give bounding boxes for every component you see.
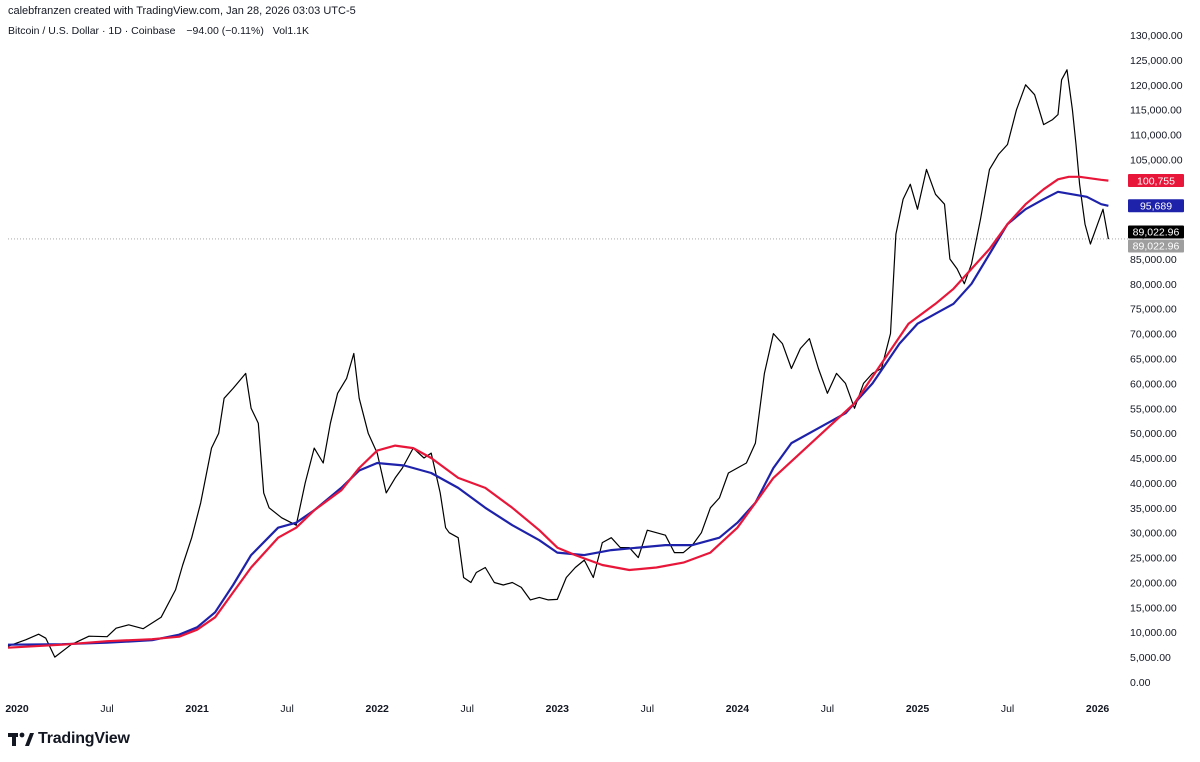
y-tick-label: 5,000.00 <box>1130 652 1171 664</box>
y-tick-label: 35,000.00 <box>1130 503 1177 515</box>
x-tick-label: 2026 <box>1086 703 1110 715</box>
price-series-line[interactable] <box>7 69 1109 658</box>
tradingview-branding[interactable]: TradingView <box>8 730 130 748</box>
y-tick-label: 75,000.00 <box>1130 304 1177 316</box>
price-label-background <box>1128 225 1184 239</box>
ma-blue-moving-average-line[interactable] <box>7 190 1109 646</box>
y-tick-label: 45,000.00 <box>1130 453 1177 465</box>
y-tick-label: 115,000.00 <box>1130 105 1182 117</box>
y-tick-label: 85,000.00 <box>1130 254 1177 266</box>
price-label-text: 89,022.96 <box>1133 241 1180 253</box>
price-label-text: 89,022.96 <box>1133 227 1180 239</box>
x-tick-label: Jul <box>280 703 293 715</box>
price-label-prev: 89,022.96 <box>1128 239 1184 253</box>
x-axis[interactable]: 2020 Jul 2021 Jul 2022 Jul 2023 Jul 2024 Jul 2025 J… <box>5 703 1109 715</box>
x-tick-label: 2024 <box>726 703 750 715</box>
price-change: −94.00 (−0.11%) <box>186 25 264 37</box>
y-axis[interactable]: 130,000.00 125,000.00 120,000.00 115,000.00… <box>1130 30 1183 689</box>
creator-line: calebfranzen created with TradingView.co… <box>8 5 356 17</box>
x-tick-label: 2025 <box>906 703 930 715</box>
x-tick-label: Jul <box>1001 703 1014 715</box>
y-tick-label: 55,000.00 <box>1130 403 1177 415</box>
price-label-text: 100,755 <box>1137 175 1175 187</box>
x-tick-label: Jul <box>461 703 474 715</box>
price-label-ma_red: 100,755 <box>1128 174 1184 187</box>
y-tick-label: 110,000.00 <box>1130 130 1182 142</box>
ma-red-moving-average-line[interactable] <box>7 175 1109 649</box>
x-tick-label: Jul <box>821 703 834 715</box>
y-tick-label: 105,000.00 <box>1130 154 1183 166</box>
brand-name: TradingView <box>38 730 130 747</box>
y-tick-label: 15,000.00 <box>1130 602 1177 614</box>
volume-value: Vol1.1K <box>272 25 309 37</box>
symbol-info: Bitcoin / U.S. Dollar · 1D · Coinbase −9… <box>8 25 309 37</box>
y-tick-label: 20,000.00 <box>1130 577 1177 589</box>
x-tick-label: Jul <box>100 703 113 715</box>
y-tick-label: 25,000.00 <box>1130 553 1177 565</box>
x-tick-label: 2020 <box>5 703 29 715</box>
y-tick-label: 80,000.00 <box>1130 279 1177 291</box>
price-label-background <box>1128 174 1184 188</box>
symbol-name[interactable]: Bitcoin / U.S. Dollar · 1D · Coinbase <box>8 25 176 37</box>
tradingview-logo-icon <box>8 732 34 746</box>
price-labels: 100,755 95,689 89,022.96 89,022.96 <box>1128 174 1184 253</box>
x-tick-label: Jul <box>641 703 654 715</box>
y-tick-label: 40,000.00 <box>1130 478 1177 490</box>
y-tick-label: 60,000.00 <box>1130 378 1177 390</box>
y-tick-label: 125,000.00 <box>1130 55 1183 67</box>
y-tick-label: 70,000.00 <box>1130 329 1177 341</box>
price-label-background <box>1128 239 1184 253</box>
y-tick-label: 65,000.00 <box>1130 354 1177 366</box>
y-tick-label: 130,000.00 <box>1130 30 1183 42</box>
x-tick-label: 2022 <box>366 703 390 715</box>
price-label-last: 89,022.96 <box>1128 225 1184 239</box>
x-tick-label: 2023 <box>546 703 570 715</box>
y-tick-label: 10,000.00 <box>1130 627 1177 639</box>
y-tick-label: 30,000.00 <box>1130 528 1177 540</box>
y-tick-label: 0.00 <box>1130 677 1151 689</box>
price-label-ma_blue: 95,689 <box>1128 199 1184 213</box>
price-label-text: 95,689 <box>1140 201 1172 213</box>
x-tick-label: 2021 <box>185 703 209 715</box>
y-tick-label: 120,000.00 <box>1130 80 1183 92</box>
y-tick-label: 50,000.00 <box>1130 428 1177 440</box>
price-label-background <box>1128 199 1184 213</box>
series-layer <box>7 69 1109 658</box>
